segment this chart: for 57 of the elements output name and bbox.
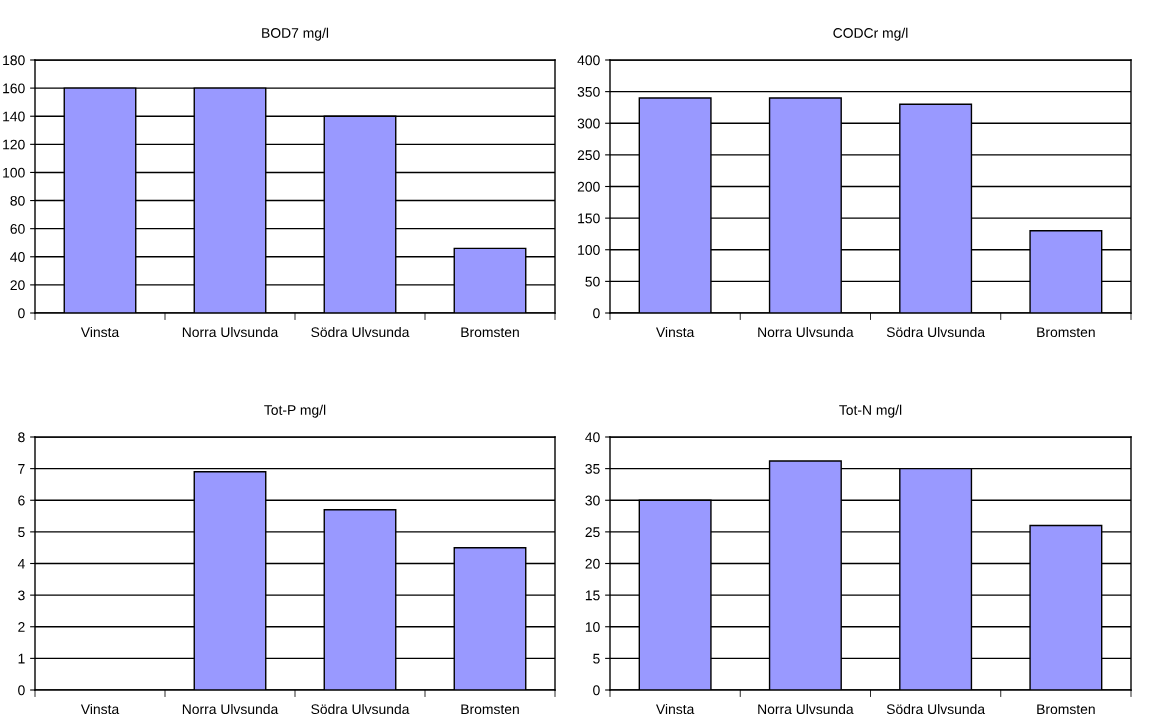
chart-title: BOD7 mg/l bbox=[262, 27, 329, 41]
y-tick-label: 250 bbox=[577, 150, 600, 161]
y-tick-label: 35 bbox=[585, 463, 600, 474]
y-tick-label: 0 bbox=[593, 685, 600, 696]
y-tick-label: 150 bbox=[578, 213, 600, 224]
x-tick-label: Norra Ulvsunda bbox=[182, 703, 279, 715]
chart-title: Tot-N mg/l bbox=[839, 404, 902, 418]
y-tick-label: 30 bbox=[585, 495, 600, 506]
y-tick-label: 40 bbox=[10, 252, 25, 262]
y-tick-label: 180 bbox=[3, 55, 25, 66]
y-tick-label: 160 bbox=[3, 83, 25, 94]
x-tick-label: Vinsta bbox=[80, 326, 120, 338]
y-tick-label: 5 bbox=[593, 653, 600, 664]
x-tick-label: Norra Ulvsunda bbox=[758, 326, 854, 338]
y-tick-label: 100 bbox=[578, 245, 600, 255]
y-tick-label: 80 bbox=[10, 195, 25, 206]
x-tick-label: Bromsten bbox=[1037, 704, 1095, 715]
x-tick-label: Bromsten bbox=[1037, 327, 1095, 338]
y-tick-label: 10 bbox=[585, 622, 600, 632]
x-tick-label: Södra Ulvsunda bbox=[311, 703, 410, 715]
y-tick-label: 5 bbox=[18, 527, 25, 538]
x-tick-label: Vinsta bbox=[656, 703, 695, 715]
x-tick-label: Vinsta bbox=[80, 703, 120, 715]
y-tick-label: 40 bbox=[585, 432, 600, 443]
y-tick-label: 200 bbox=[577, 181, 600, 192]
y-tick-label: 15 bbox=[585, 590, 600, 601]
x-tick-label: Norra Ulvsunda bbox=[758, 703, 854, 715]
y-tick-label: 350 bbox=[577, 86, 600, 97]
y-tick-label: 8 bbox=[18, 432, 25, 443]
chart-title: Tot-P mg/l bbox=[264, 404, 326, 418]
y-tick-label: 60 bbox=[10, 224, 25, 234]
x-tick-label: Bromsten bbox=[461, 704, 519, 715]
y-tick-label: 300 bbox=[577, 118, 600, 129]
y-tick-label: 2 bbox=[18, 622, 25, 632]
y-tick-label: 120 bbox=[3, 139, 25, 150]
y-tick-label: 50 bbox=[585, 276, 600, 287]
y-tick-label: 0 bbox=[593, 308, 600, 319]
y-tick-label: 0 bbox=[18, 685, 25, 696]
y-tick-label: 0 bbox=[18, 308, 25, 319]
y-tick-label: 4 bbox=[17, 558, 25, 569]
x-tick-label: Norra Ulvsunda bbox=[182, 326, 279, 338]
y-tick-label: 7 bbox=[18, 464, 25, 474]
x-tick-label: Södra Ulvsunda bbox=[886, 703, 986, 715]
x-tick-label: Vinsta bbox=[656, 326, 695, 338]
y-tick-label: 400 bbox=[577, 55, 600, 66]
y-tick-label: 100 bbox=[3, 167, 25, 178]
y-tick-label: 6 bbox=[18, 495, 25, 506]
y-tick-label: 3 bbox=[18, 590, 25, 601]
y-tick-label: 20 bbox=[585, 558, 600, 569]
y-tick-label: 140 bbox=[3, 111, 25, 122]
chart-title: CODCr mg/l bbox=[833, 27, 908, 41]
y-tick-label: 20 bbox=[10, 280, 25, 291]
y-tick-label: 25 bbox=[585, 527, 600, 538]
x-tick-label: Södra Ulvsunda bbox=[311, 326, 410, 338]
x-tick-label: Bromsten bbox=[461, 327, 519, 338]
y-tick-label: 1 bbox=[18, 653, 25, 664]
x-tick-label: Södra Ulvsunda bbox=[886, 326, 986, 338]
